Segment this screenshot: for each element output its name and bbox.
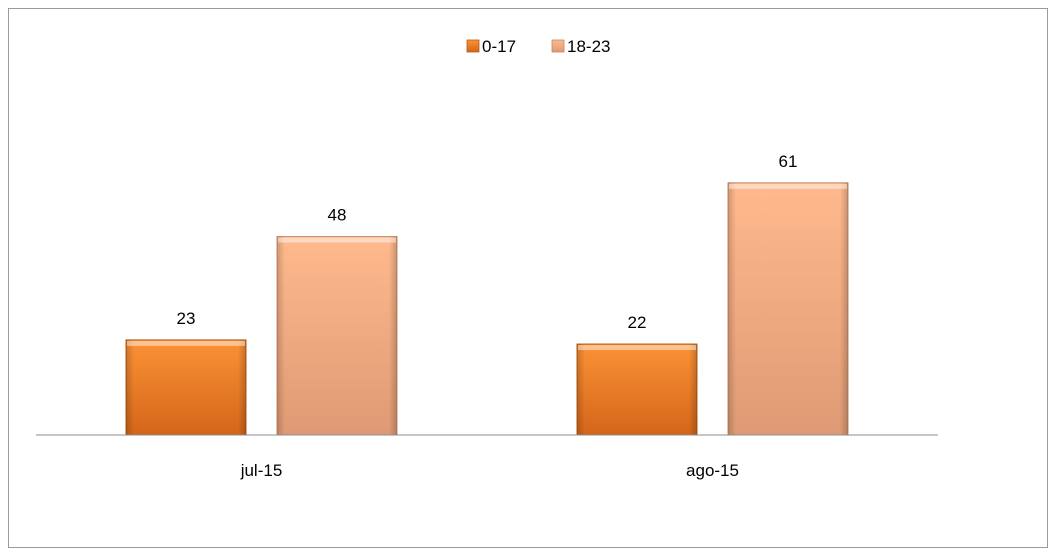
bar-bevel-left xyxy=(277,236,285,435)
bar-bevel-right xyxy=(840,182,848,435)
x-tick-label-ago-15: ago-15 xyxy=(686,461,739,480)
bars-group xyxy=(125,182,849,436)
legend-swatch-0-17 xyxy=(466,39,480,53)
data-label-18-23-jul-15: 48 xyxy=(328,206,347,225)
legend-swatch-18-23 xyxy=(551,39,565,53)
bar-bevel-right xyxy=(389,236,397,435)
bar-18-23-jul-15 xyxy=(276,236,398,436)
data-label-0-17-jul-15: 23 xyxy=(177,309,196,328)
bar-bevel-left xyxy=(126,339,134,435)
bar-bevel-right xyxy=(238,339,246,435)
data-label-18-23-ago-15: 61 xyxy=(779,152,798,171)
bar-bevel-top xyxy=(729,183,847,189)
legend: 0-17 18-23 xyxy=(466,37,610,56)
data-labels: 23 48 22 61 xyxy=(177,152,798,332)
x-axis-ticks: jul-15 ago-15 xyxy=(240,461,739,480)
bar-bevel-left xyxy=(728,182,736,435)
bar-bevel-top xyxy=(278,237,396,243)
bar-bevel-top xyxy=(578,345,696,351)
bar-0-17-ago-15 xyxy=(576,343,698,436)
bar-18-23-ago-15 xyxy=(727,182,849,436)
bar-bevel-left xyxy=(577,344,585,435)
data-label-0-17-ago-15: 22 xyxy=(628,313,647,332)
chart-frame xyxy=(8,8,1048,548)
bar-0-17-jul-15 xyxy=(125,339,247,436)
legend-label-0-17: 0-17 xyxy=(482,37,516,56)
bar-bevel-top xyxy=(127,340,245,346)
legend-label-18-23: 18-23 xyxy=(567,37,610,56)
bar-bevel-right xyxy=(689,344,697,435)
x-tick-label-jul-15: jul-15 xyxy=(240,461,283,480)
